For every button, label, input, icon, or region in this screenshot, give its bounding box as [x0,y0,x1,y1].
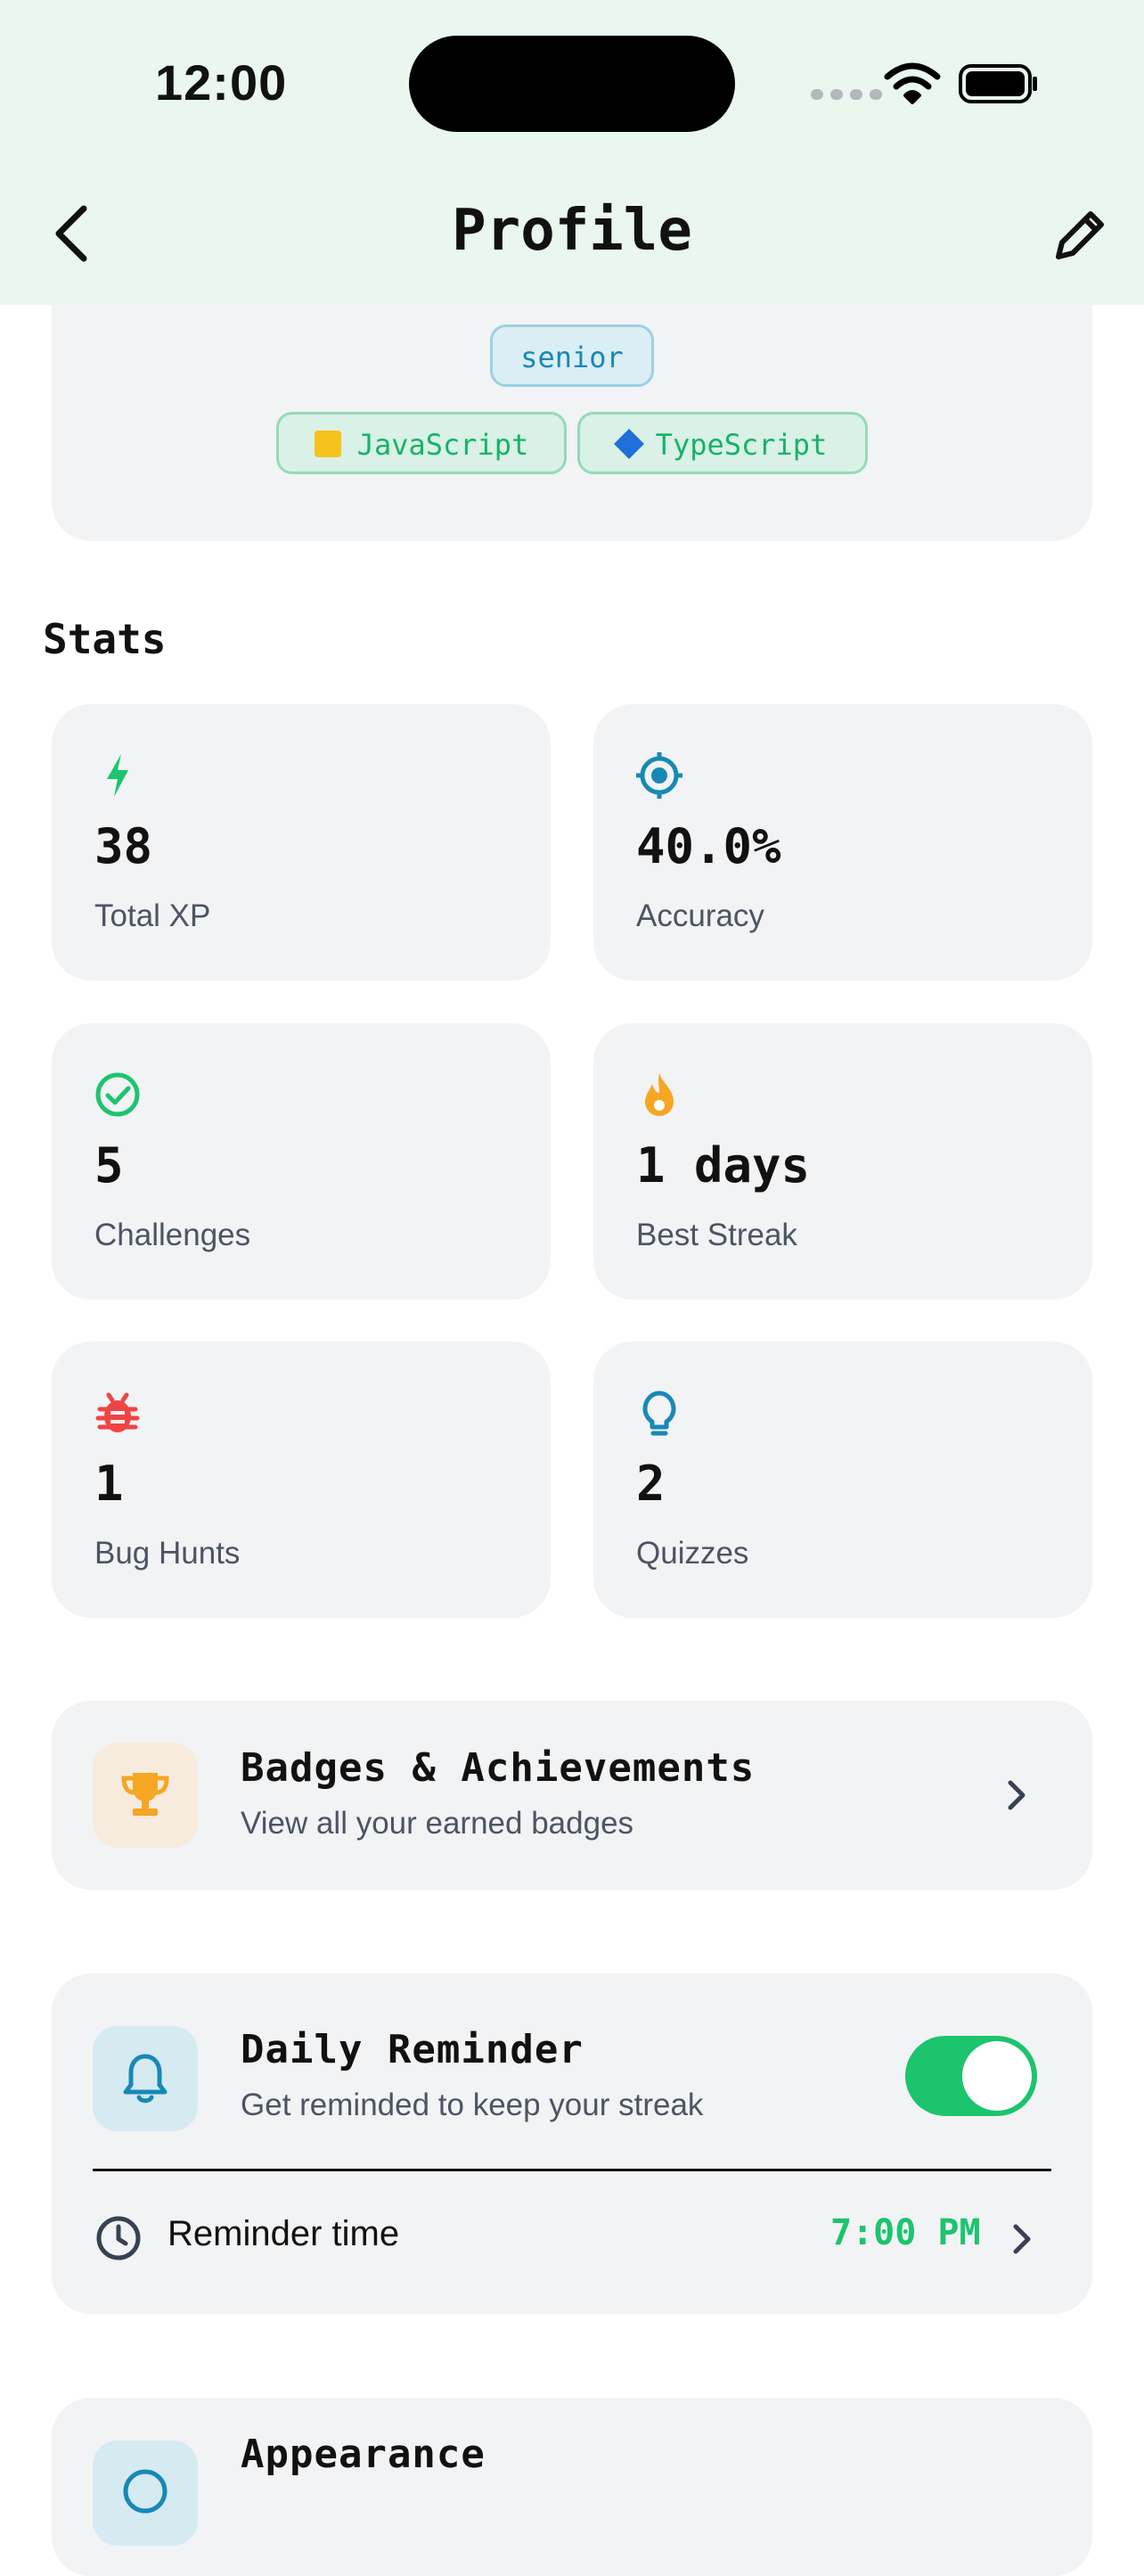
stat-card-challenges: 5 Challenges [52,1023,551,1300]
reminder-subtitle: Get reminded to keep your streak [241,2088,704,2122]
reminder-time-row[interactable]: Reminder time 7:00 PM [52,2187,1092,2294]
battery-icon [959,64,1037,103]
stat-label: Quizzes [636,1536,749,1571]
javascript-icon [314,431,341,457]
stat-value: 38 [94,818,153,874]
stat-value: 1 [94,1456,124,1512]
badges-subtitle: View all your earned badges [241,1806,634,1841]
appearance-title: Appearance [241,2432,486,2477]
chevron-right-icon [1008,1780,1026,1810]
reminder-title: Daily Reminder [241,2027,584,2072]
signal-icon [811,89,882,100]
palette-icon [123,2469,168,2514]
stats-heading: Stats [43,615,167,663]
profile-card [52,267,1092,541]
toggle-knob [962,2041,1032,2111]
language-chip-typescript: TypeScript [577,412,868,474]
typescript-icon [613,429,644,459]
stat-card-bug-hunts: 1 Bug Hunts [52,1341,551,1618]
top-bar: 12:00 Profile [0,0,1144,305]
check-circle-icon [95,1072,140,1117]
trophy-icon-box [93,1743,198,1848]
badges-title: Badges & Achievements [241,1745,756,1791]
stat-card-quizzes: 2 Quizzes [593,1341,1092,1618]
badges-row[interactable]: Badges & Achievements View all your earn… [52,1701,1092,1890]
back-button[interactable] [46,198,100,269]
stat-value: 5 [94,1137,124,1194]
stat-value: 1 days [636,1137,811,1194]
stat-label: Challenges [94,1218,251,1252]
reminder-toggle[interactable] [905,2036,1037,2116]
appearance-row[interactable]: Appearance [52,2398,1092,2576]
trophy-icon [121,1773,169,1816]
stat-label: Bug Hunts [94,1536,241,1571]
flame-icon [645,1073,674,1116]
reminder-time-label: Reminder time [168,2214,400,2253]
target-icon [636,752,682,799]
reminder-time-value: 7:00 PM [830,2212,981,2253]
language-chip-javascript: JavaScript [276,412,567,474]
stat-label: Best Streak [636,1218,797,1252]
stat-value: 2 [636,1456,666,1512]
stat-label: Total XP [94,898,211,933]
wifi-icon [884,62,941,104]
divider [93,2169,1051,2171]
clock-icon [96,2216,141,2260]
stat-value: 40.0% [636,818,781,874]
page-title: Profile [452,198,692,264]
edit-button[interactable] [1050,203,1112,266]
stat-label: Accuracy [636,898,764,933]
stat-card-best-streak: 1 days Best Streak [593,1023,1092,1300]
bell-icon-box [93,2026,198,2131]
stat-card-total-xp: 38 Total XP [52,704,551,980]
chevron-right-icon [1013,2224,1031,2254]
bug-icon [95,1392,140,1432]
bolt-icon [107,754,128,797]
status-time: 12:00 [155,54,288,111]
appearance-icon-box [93,2441,198,2546]
daily-reminder-card: Daily Reminder Get reminded to keep your… [52,1973,1092,2314]
stat-card-accuracy: 40.0% Accuracy [593,704,1092,980]
dynamic-island [409,36,735,132]
lightbulb-icon [642,1391,676,1436]
level-badge: senior [490,324,654,387]
bell-icon [123,2054,168,2104]
